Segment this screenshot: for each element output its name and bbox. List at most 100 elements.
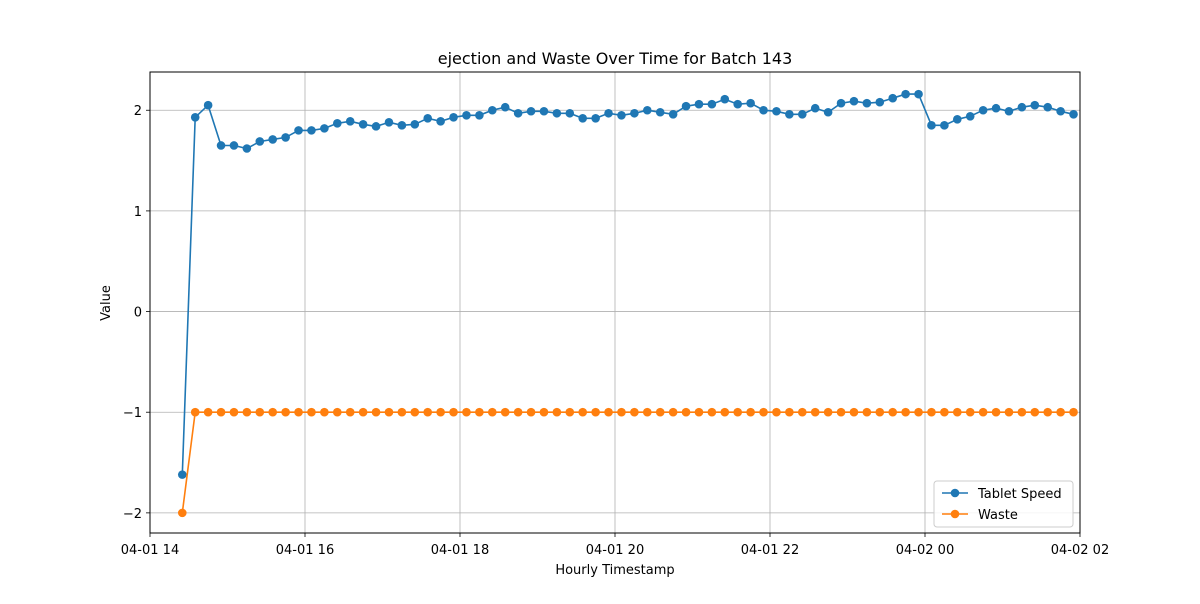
tablet-speed-point [423,114,433,123]
tablet-speed-point [449,112,458,122]
waste-point [500,407,510,417]
waste-point [655,407,665,417]
tablet-speed-point [1004,106,1014,116]
waste-point [746,407,755,417]
tablet-speed-point [462,110,471,120]
legend: Tablet Speed Waste [933,480,1074,528]
waste-point [358,407,368,417]
waste-point [462,407,471,417]
waste-point [694,407,704,417]
waste-point [940,407,949,417]
x-tick-label: 04-01 18 [431,543,489,558]
waste-point [229,407,239,417]
tablet-speed-point [978,105,988,115]
waste-point [991,407,1001,417]
waste-point [177,508,187,518]
waste-point [617,407,626,417]
x-tick-label: 04-02 02 [1051,543,1109,558]
y-axis-label: Value [99,285,114,321]
tablet-speed-point [565,108,575,118]
waste-point [759,407,768,417]
waste-point [242,407,252,417]
tablet-speed-point [487,105,497,115]
waste-point [578,407,588,417]
waste-point [927,407,936,417]
waste-point [268,407,278,417]
waste-point [720,407,730,417]
tablet-speed-point [630,108,639,118]
waste-point [914,407,923,417]
tablet-speed-point [513,108,523,118]
axes: 04-01 14 04-01 16 04-01 18 04-01 20 04-01 22… [121,104,1109,558]
tablet-speed-point [617,110,626,120]
x-tick-label: 04-01 16 [276,543,334,558]
tablet-speed-point [797,109,807,119]
tablet-speed-point [836,98,846,108]
tablet-speed-point [733,99,743,109]
tablet-speed-point [720,94,730,104]
tablet-speed-point [604,108,613,118]
waste-point [332,407,342,417]
waste-point [785,407,794,417]
waste-point [668,407,678,417]
waste-point [449,407,458,417]
waste-point [307,407,316,417]
waste-point [345,407,355,417]
x-tick-label: 04-01 14 [121,543,179,558]
tablet-speed-point [500,102,510,112]
waste-point [436,407,445,417]
legend-tablet-speed-marker [950,488,960,498]
tablet-speed-point [772,106,781,116]
tablet-speed-point [190,112,200,122]
tablet-speed-point [1043,102,1053,112]
series-layer [177,89,1078,518]
tablet-speed-point [578,114,588,123]
tablet-speed-point [345,117,355,126]
legend-waste-label: Waste [978,508,1018,523]
waste-point [681,407,691,417]
tablet-speed-point [849,96,859,106]
tablet-speed-point [759,105,768,115]
tablet-speed-point [823,107,833,117]
tablet-speed-point [255,137,265,146]
waste-point [1043,407,1053,417]
chart-title: ejection and Waste Over Time for Batch 1… [438,49,793,68]
tablet-speed-point [320,124,329,133]
waste-point [901,407,910,417]
tablet-speed-point [914,89,923,99]
waste-point [281,407,290,417]
tablet-speed-point [952,115,962,124]
tablet-speed-point [655,107,665,117]
waste-point [733,407,743,417]
tablet-speed-point [681,101,691,111]
tablet-speed-point [384,118,394,127]
tablet-speed-point [668,109,678,119]
tablet-speed-point [242,144,252,153]
waste-point [888,407,898,417]
waste-point [810,407,820,417]
waste-point [604,407,613,417]
waste-point [1017,407,1027,417]
legend-box [933,480,1074,528]
tablet-speed-point [1056,106,1065,116]
tablet-speed-point [410,120,420,129]
tablet-speed-point [552,108,562,118]
tablet-speed-point [862,98,872,108]
y-tick-label: 0 [134,306,142,321]
waste-point [591,407,600,417]
waste-point [1030,407,1040,417]
y-tick-label: 1 [134,205,142,220]
waste-point [294,407,303,417]
tablet-speed-point [203,100,213,110]
waste-point [836,407,846,417]
waste-point [513,407,523,417]
x-tick-label: 04-01 22 [741,543,799,558]
tablet-speed-point [888,93,898,103]
tablet-speed-point [694,99,704,109]
waste-point [397,407,407,417]
waste-point [552,407,562,417]
waste-point [475,407,484,417]
waste-point [707,407,717,417]
waste-point [526,407,536,417]
